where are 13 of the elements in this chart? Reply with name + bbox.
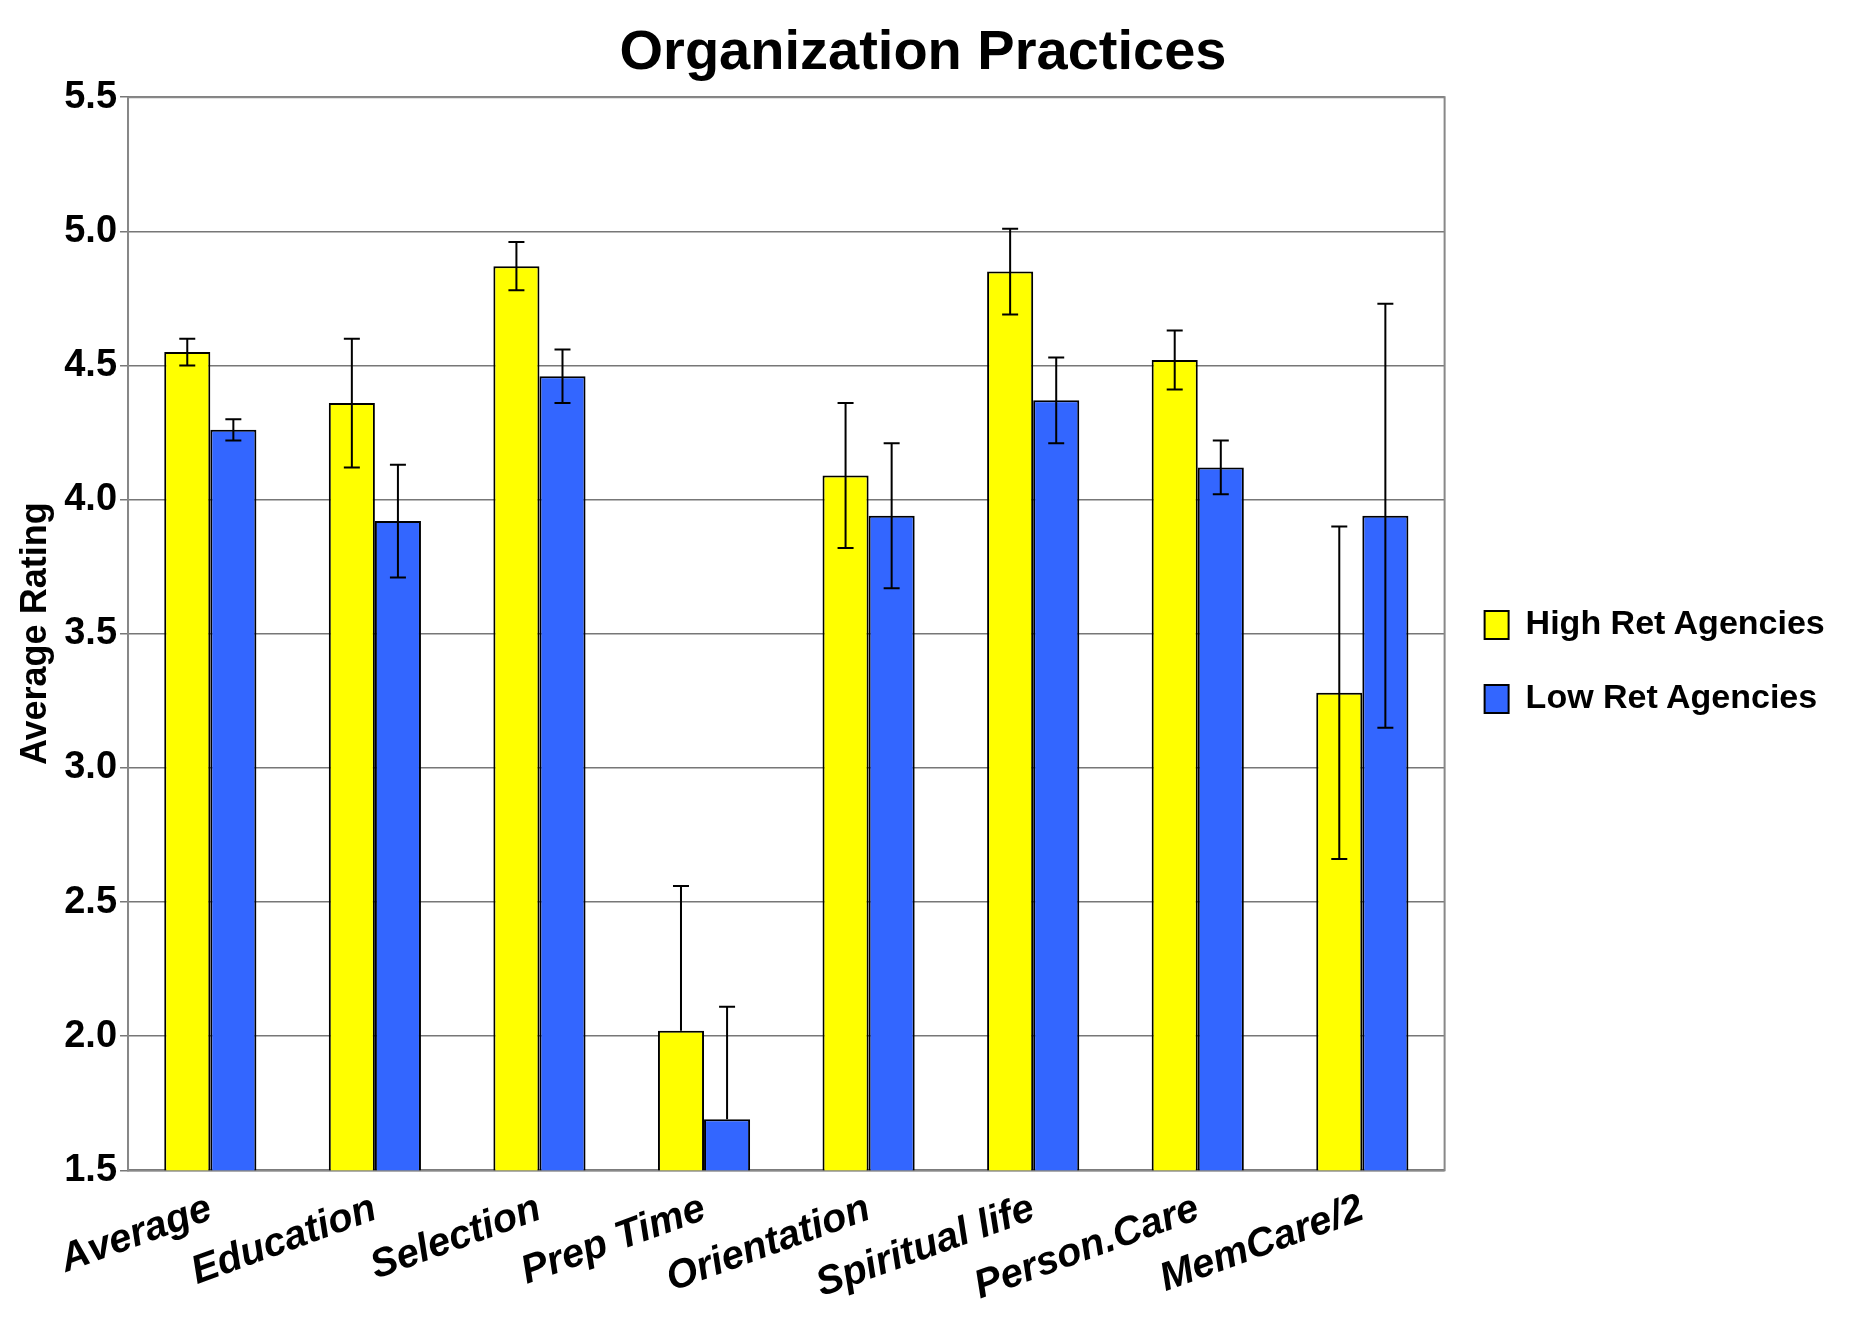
y-tick-label: 2.5 <box>64 878 118 921</box>
y-tick-label: 4.0 <box>64 476 118 519</box>
y-tick-label: 1.5 <box>64 1146 118 1189</box>
legend-label: High Ret Agencies <box>1525 603 1825 642</box>
y-tick-label: 5.5 <box>64 73 118 116</box>
y-tick-label: 5.0 <box>64 207 118 250</box>
y-axis-title: Average Rating <box>12 502 54 766</box>
y-tick-label: 4.5 <box>64 341 118 384</box>
chart-title: Organization Practices <box>619 18 1227 82</box>
y-tick-label: 2.0 <box>64 1012 118 1055</box>
y-tick-label: 3.0 <box>64 744 118 787</box>
y-tick-label: 3.5 <box>64 610 118 653</box>
legend-label: Low Ret Agencies <box>1525 677 1818 716</box>
